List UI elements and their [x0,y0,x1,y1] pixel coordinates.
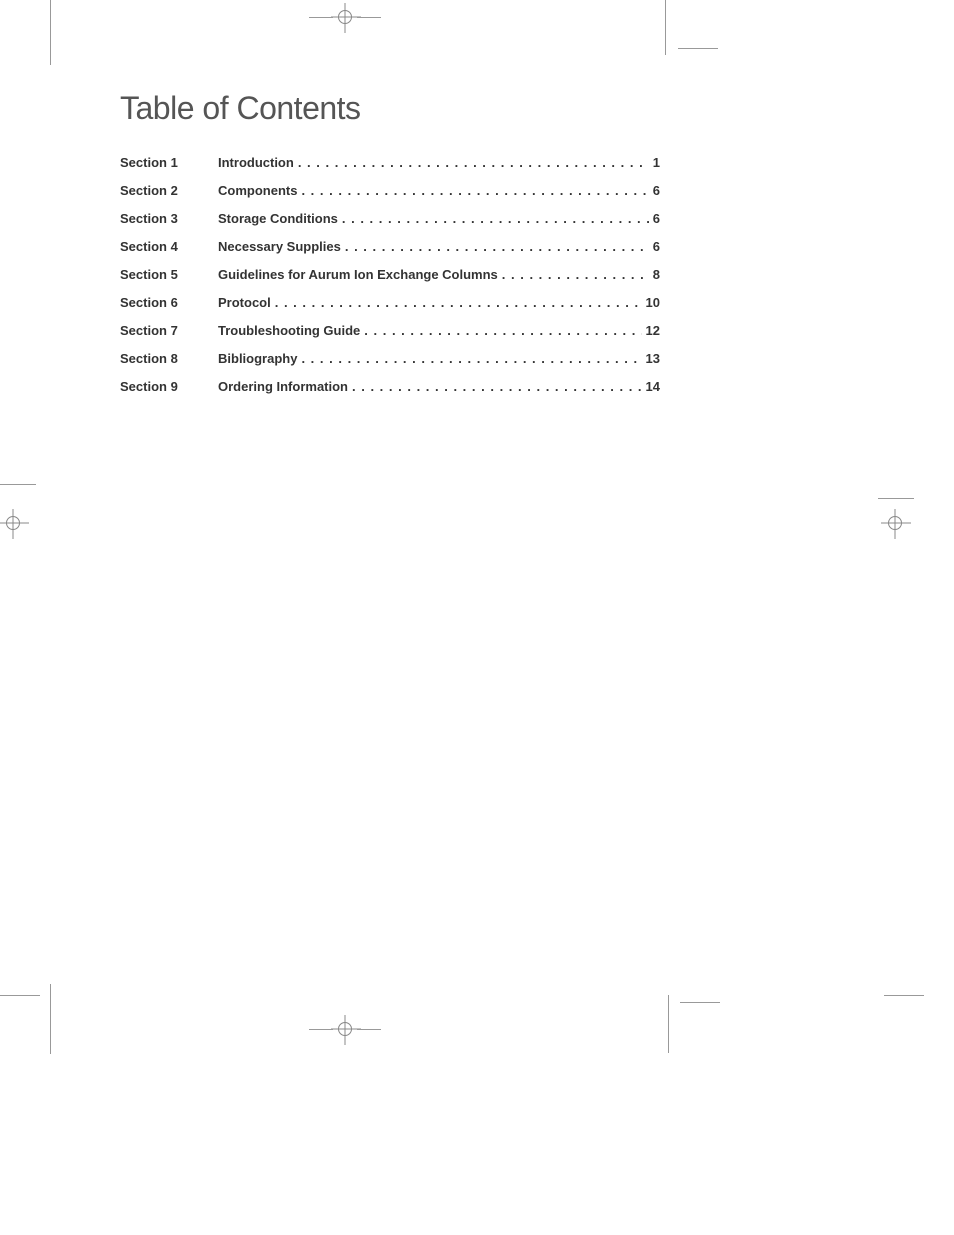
dot-leader: . . . . . . . . . . . . . . . . . . . . … [345,239,649,254]
toc-row: Section 7Troubleshooting Guide . . . . .… [120,323,660,338]
crop-mark-bottom-center-h-l [309,1029,333,1030]
dot-leader: . . . . . . . . . . . . . . . . . . . . … [298,155,649,170]
page-content: Table of Contents Section 1Introduction … [120,90,660,407]
page-number: 6 [653,211,660,226]
page-number: 13 [646,351,660,366]
dot-leader: . . . . . . . . . . . . . . . . . . . . … [364,323,641,338]
page-title: Table of Contents [120,90,660,127]
dot-leader: . . . . . . . . . . . . . . . . . . . . … [342,211,649,226]
section-label: Section 7 [120,323,218,338]
section-title: Ordering Information [218,379,348,394]
toc-list: Section 1Introduction . . . . . . . . . … [120,155,660,394]
page-number: 6 [653,183,660,198]
section-title: Bibliography [218,351,297,366]
section-title: Storage Conditions [218,211,338,226]
crop-mark-bottom-right-v [668,995,669,1053]
registration-mark-left [6,516,20,530]
section-label: Section 5 [120,267,218,282]
section-title: Protocol [218,295,271,310]
crop-mark-mid-right-h [878,498,914,499]
dot-leader: . . . . . . . . . . . . . . . . . . . . … [301,183,648,198]
section-label: Section 8 [120,351,218,366]
section-label: Section 3 [120,211,218,226]
dot-leader: . . . . . . . . . . . . . . . . . . . . … [301,351,641,366]
section-title: Components [218,183,297,198]
crop-mark-top-right-h [678,48,718,49]
page-number: 14 [646,379,660,394]
crop-mark-bottom-left-h [0,995,40,996]
toc-row: Section 3Storage Conditions . . . . . . … [120,211,660,226]
section-label: Section 9 [120,379,218,394]
dot-leader: . . . . . . . . . . . . . . . . . . . . … [352,379,642,394]
toc-row: Section 9Ordering Information . . . . . … [120,379,660,394]
crop-mark-bottom-far-right-h [884,995,924,996]
section-title: Guidelines for Aurum Ion Exchange Column… [218,267,498,282]
toc-row: Section 8Bibliography . . . . . . . . . … [120,351,660,366]
crop-mark-top-center-h-r [357,17,381,18]
crop-mark-top-right-v [665,0,666,55]
page-number: 1 [653,155,660,170]
crop-mark-mid-left-h [0,484,36,485]
section-title: Introduction [218,155,294,170]
registration-mark-right [888,516,902,530]
page-number: 6 [653,239,660,254]
crop-mark-bottom-center-h-r [357,1029,381,1030]
section-label: Section 1 [120,155,218,170]
dot-leader: . . . . . . . . . . . . . . . . . . . . … [275,295,642,310]
section-title: Troubleshooting Guide [218,323,360,338]
crop-mark-top-left-v [50,0,51,65]
registration-mark-top [338,10,352,24]
toc-row: Section 4Necessary Supplies . . . . . . … [120,239,660,254]
registration-mark-bottom [338,1022,352,1036]
section-label: Section 6 [120,295,218,310]
crop-mark-bottom-left-v [50,984,51,1054]
toc-row: Section 6Protocol . . . . . . . . . . . … [120,295,660,310]
section-label: Section 2 [120,183,218,198]
section-title: Necessary Supplies [218,239,341,254]
page-number: 8 [653,267,660,282]
page-number: 12 [646,323,660,338]
toc-row: Section 1Introduction . . . . . . . . . … [120,155,660,170]
crop-mark-top-center-h-l [309,17,333,18]
crop-mark-bottom-right-h [680,1002,720,1003]
toc-row: Section 5Guidelines for Aurum Ion Exchan… [120,267,660,282]
page-number: 10 [646,295,660,310]
toc-row: Section 2Components . . . . . . . . . . … [120,183,660,198]
section-label: Section 4 [120,239,218,254]
dot-leader: . . . . . . . . . . . . . . . . . . . . … [502,267,649,282]
